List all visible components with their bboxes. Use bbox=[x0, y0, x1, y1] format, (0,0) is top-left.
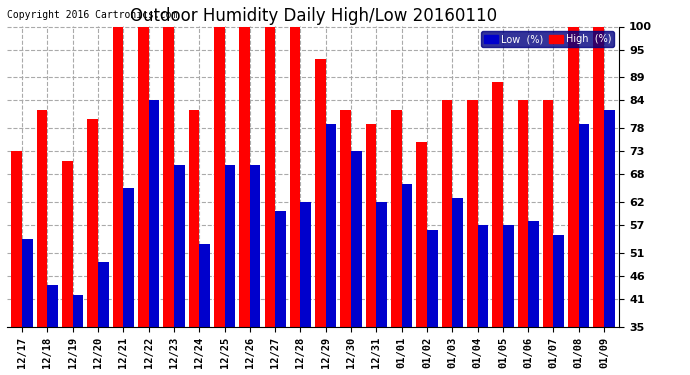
Bar bbox=[477, 225, 489, 327]
Bar bbox=[568, 27, 579, 327]
Bar bbox=[452, 198, 463, 327]
Bar bbox=[214, 27, 224, 327]
Bar bbox=[264, 27, 275, 327]
Bar bbox=[188, 110, 199, 327]
Bar bbox=[315, 59, 326, 327]
Bar bbox=[579, 124, 589, 327]
Bar bbox=[88, 119, 98, 327]
Bar bbox=[593, 27, 604, 327]
Bar bbox=[112, 27, 124, 327]
Bar bbox=[300, 202, 311, 327]
Bar bbox=[72, 295, 83, 327]
Bar bbox=[416, 142, 427, 327]
Bar bbox=[427, 230, 437, 327]
Bar bbox=[290, 27, 300, 327]
Bar bbox=[518, 100, 528, 327]
Title: Outdoor Humidity Daily High/Low 20160110: Outdoor Humidity Daily High/Low 20160110 bbox=[130, 7, 497, 25]
Bar bbox=[366, 124, 376, 327]
Bar bbox=[351, 152, 362, 327]
Bar bbox=[543, 100, 553, 327]
Bar bbox=[442, 100, 452, 327]
Bar bbox=[22, 239, 32, 327]
Bar bbox=[98, 262, 108, 327]
Bar bbox=[326, 124, 337, 327]
Bar bbox=[402, 184, 413, 327]
Bar bbox=[239, 27, 250, 327]
Bar bbox=[148, 100, 159, 327]
Bar bbox=[467, 100, 477, 327]
Bar bbox=[224, 165, 235, 327]
Bar bbox=[376, 202, 387, 327]
Bar bbox=[503, 225, 513, 327]
Bar bbox=[138, 27, 148, 327]
Bar bbox=[62, 160, 72, 327]
Bar bbox=[492, 82, 503, 327]
Text: Copyright 2016 Cartronics.com: Copyright 2016 Cartronics.com bbox=[7, 10, 177, 21]
Bar bbox=[12, 152, 22, 327]
Bar bbox=[528, 221, 539, 327]
Bar bbox=[124, 188, 134, 327]
Bar bbox=[553, 235, 564, 327]
Bar bbox=[37, 110, 48, 327]
Bar bbox=[174, 165, 184, 327]
Bar bbox=[250, 165, 261, 327]
Bar bbox=[164, 27, 174, 327]
Bar bbox=[391, 110, 402, 327]
Bar bbox=[199, 244, 210, 327]
Bar bbox=[275, 211, 286, 327]
Legend: Low  (%), High  (%): Low (%), High (%) bbox=[481, 32, 614, 47]
Bar bbox=[48, 285, 58, 327]
Bar bbox=[340, 110, 351, 327]
Bar bbox=[604, 110, 615, 327]
